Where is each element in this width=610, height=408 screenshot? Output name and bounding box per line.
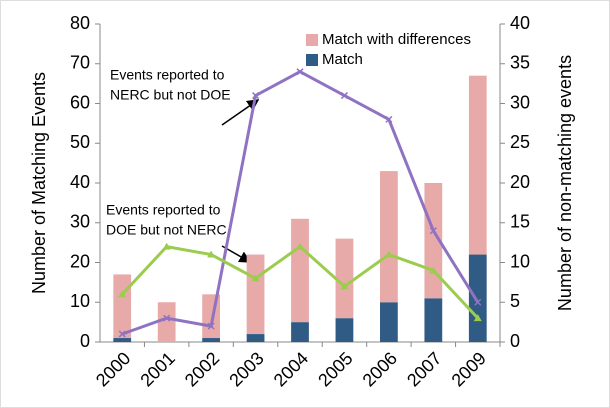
y-tick-label: 40	[70, 172, 90, 192]
bar	[246, 254, 265, 335]
y-tick-label: 30	[70, 212, 90, 232]
y-tick-label: 0	[80, 331, 90, 351]
marker	[340, 92, 348, 100]
annotation: Events reported to	[106, 202, 221, 218]
bar	[113, 274, 132, 339]
bar	[202, 338, 220, 342]
annotation: NERC but not DOE	[110, 87, 231, 103]
bar	[246, 334, 265, 342]
bar	[380, 302, 398, 342]
bar	[468, 254, 487, 342]
y2-axis-title: Number of non-matching events	[555, 55, 575, 311]
y-tick-label: 80	[70, 13, 90, 33]
y-tick-label: 50	[70, 132, 90, 152]
marker	[429, 266, 438, 274]
marker	[251, 274, 260, 282]
bar	[291, 218, 309, 323]
annotation: DOE but not NERC	[106, 222, 227, 238]
y-tick-label: 10	[70, 291, 90, 311]
y2-tick-label: 20	[510, 172, 530, 192]
marker	[429, 227, 437, 235]
bar	[113, 338, 132, 342]
bar	[157, 302, 176, 342]
bar	[335, 318, 354, 342]
bar	[424, 298, 443, 342]
y2-tick-label: 30	[510, 92, 530, 112]
marker	[384, 250, 393, 258]
marker	[118, 330, 126, 338]
y2-tick-label: 10	[510, 251, 530, 271]
y-tick-label: 70	[70, 53, 90, 73]
marker	[474, 298, 482, 306]
marker	[207, 250, 216, 258]
legend-swatch	[306, 34, 318, 46]
marker	[162, 242, 171, 250]
marker	[163, 314, 171, 322]
y2-tick-label: 25	[510, 132, 530, 152]
y-axis-title: Number of Matching Events	[29, 72, 49, 294]
legend-swatch	[306, 54, 318, 66]
marker	[252, 92, 260, 100]
annotation-arrow	[221, 99, 260, 126]
marker	[296, 242, 304, 250]
marker	[473, 314, 482, 322]
bar	[335, 238, 354, 319]
y2-tick-label: 40	[510, 13, 530, 33]
y2-tick-label: 5	[510, 291, 520, 311]
marker	[118, 290, 127, 298]
bar	[380, 171, 398, 303]
marker	[340, 282, 349, 290]
annotation: Events reported to	[110, 67, 225, 83]
y2-tick-label: 35	[510, 53, 530, 73]
y2-tick-label: 0	[510, 331, 520, 351]
marker	[385, 115, 393, 123]
y2-tick-label: 15	[510, 212, 530, 232]
bar	[468, 75, 487, 255]
y-tick-label: 60	[70, 92, 90, 112]
legend-label: Match	[322, 51, 363, 68]
y-tick-label: 20	[70, 251, 90, 271]
marker	[207, 322, 215, 330]
marker	[296, 68, 304, 76]
bar	[291, 322, 309, 342]
legend-label: Match with differences	[322, 31, 471, 48]
